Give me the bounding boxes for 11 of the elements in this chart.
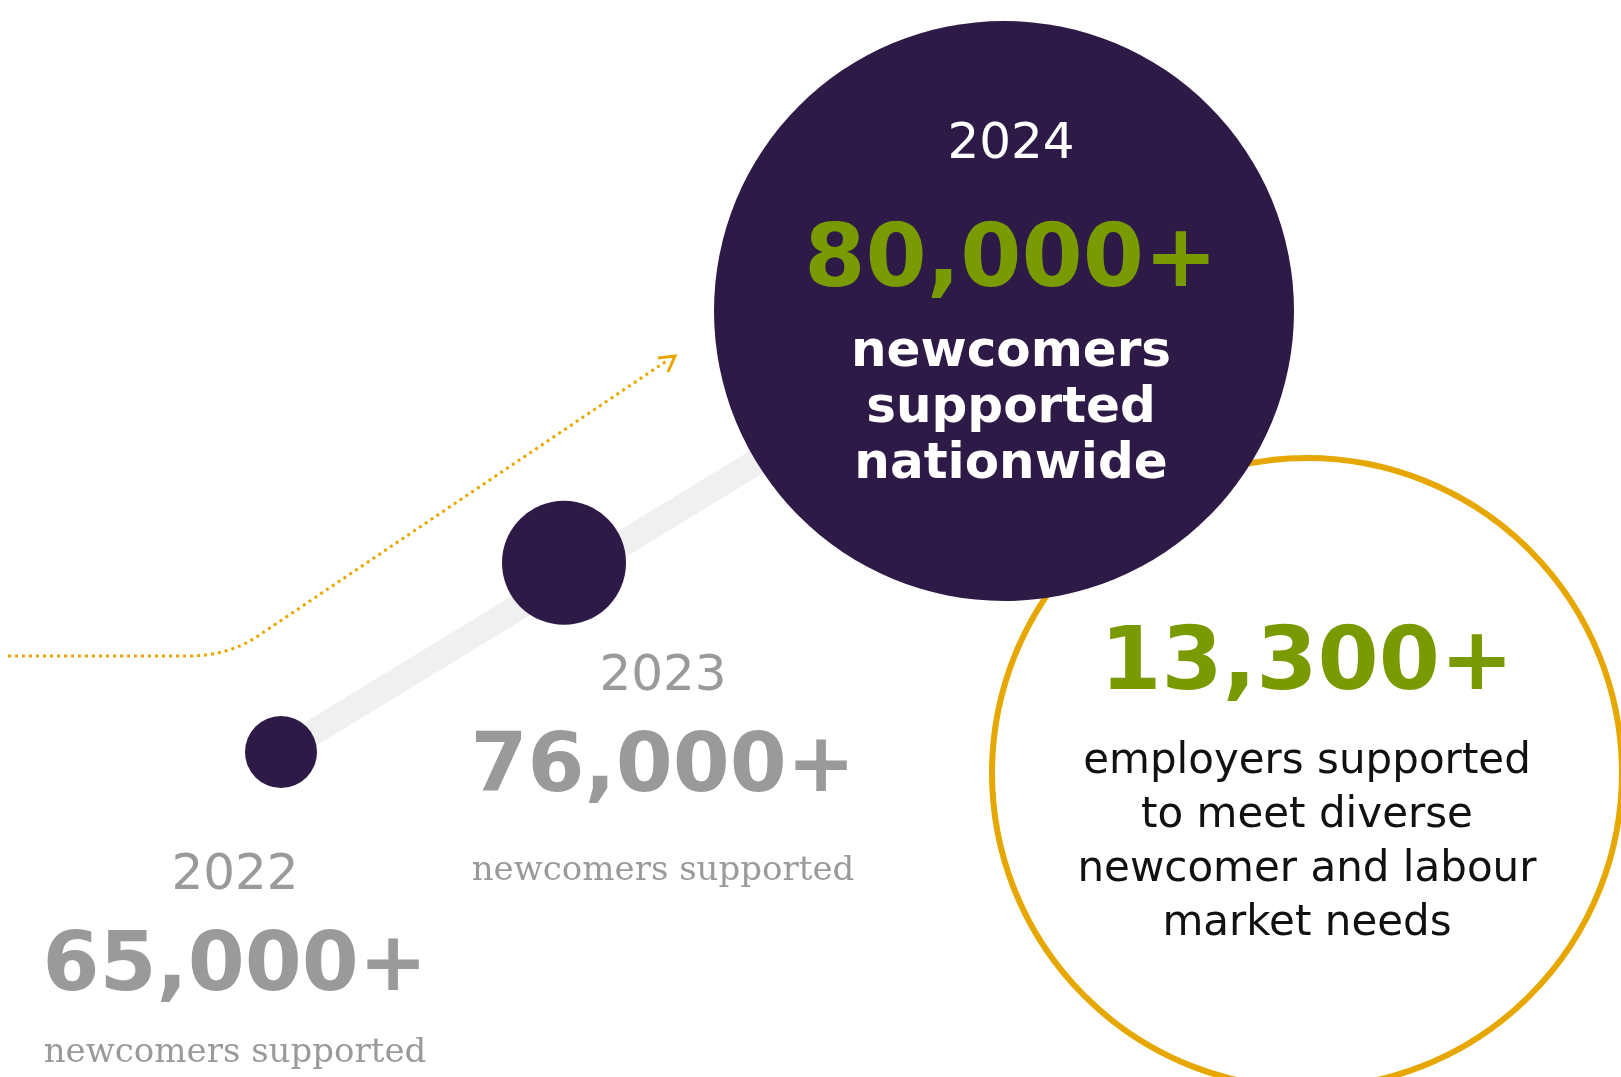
data-label: 65,000+ (42, 914, 428, 1009)
text: 13,300+ (1100, 607, 1514, 710)
category-label: 2024 (947, 112, 1075, 170)
text: newcomers supported nationwide (850, 320, 1172, 490)
data-label: 80,000+ (804, 204, 1218, 307)
text: newcomers supported (471, 847, 855, 888)
category-label: 2022 (171, 843, 299, 901)
category-label: 2023 (599, 643, 727, 702)
text: newcomers supported (43, 1030, 427, 1070)
text: employers supported to meet diverse newcomer and labour market needs (1077, 734, 1538, 945)
data-label: 76,000+ (470, 714, 856, 810)
